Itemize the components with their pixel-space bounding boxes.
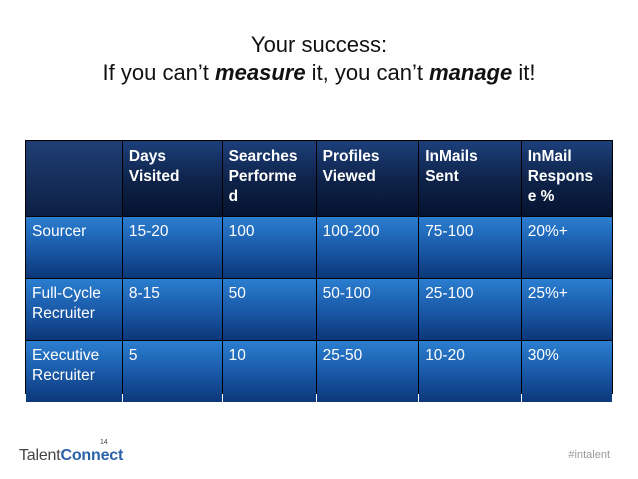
- emphasis-measure: measure: [215, 60, 306, 85]
- table-cell: 8-15: [122, 279, 222, 340]
- header-inmails-sent: InMails Sent: [419, 141, 521, 216]
- logo-connect: Connect: [60, 447, 124, 464]
- title-line-2: If you can’t measure it, you can’t manag…: [102, 60, 536, 85]
- table-cell: 10-20: [419, 341, 521, 402]
- table-cell: 100-200: [316, 217, 419, 278]
- row-label: Executive Recruiter: [26, 341, 122, 402]
- table-cell: 25-50: [316, 341, 419, 402]
- table-cell: 50: [222, 279, 316, 340]
- table-cell: 50-100: [316, 279, 419, 340]
- table-row: Full-Cycle Recruiter 8-15 50 50-100 25-1…: [26, 279, 612, 340]
- table-row: Sourcer 15-20 100 100-200 75-100 20%+: [26, 217, 612, 278]
- metrics-table-container: Days Visited Searches Performe d Profile…: [25, 140, 613, 402]
- logo-year: 14: [100, 439, 108, 446]
- header-days-visited: Days Visited: [122, 141, 222, 216]
- title-line-1: Your success:: [250, 32, 388, 57]
- table-cell: 30%: [521, 341, 612, 402]
- table-cell: 25%+: [521, 279, 612, 340]
- header-profiles-viewed: Profiles Viewed: [316, 141, 419, 216]
- logo-talent: Talent: [19, 447, 61, 464]
- row-label: Full-Cycle Recruiter: [26, 279, 122, 340]
- table-cell: 10: [222, 341, 316, 402]
- table-cell: 25-100: [419, 279, 521, 340]
- table-cell: 100: [222, 217, 316, 278]
- header-inmail-response: InMail Respons e %: [521, 141, 612, 216]
- header-searches-performed: Searches Performe d: [222, 141, 316, 216]
- table-row: Executive Recruiter 5 10 25-50 10-20 30%: [26, 341, 612, 402]
- hashtag-label: #intalent: [568, 449, 610, 461]
- row-label: Sourcer: [26, 217, 122, 278]
- emphasis-manage: manage: [429, 60, 513, 85]
- header-cell-empty: [26, 141, 122, 216]
- table-cell: 15-20: [122, 217, 222, 278]
- header-row: Days Visited Searches Performe d Profile…: [26, 141, 612, 216]
- metrics-table: Days Visited Searches Performe d Profile…: [25, 140, 613, 403]
- table-cell: 5: [122, 341, 222, 402]
- table-cell: 20%+: [521, 217, 612, 278]
- talent-connect-logo: TalentConnect 14: [19, 439, 124, 465]
- slide-title: Your success: If you can’t measure it, y…: [0, 31, 638, 87]
- table-cell: 75-100: [419, 217, 521, 278]
